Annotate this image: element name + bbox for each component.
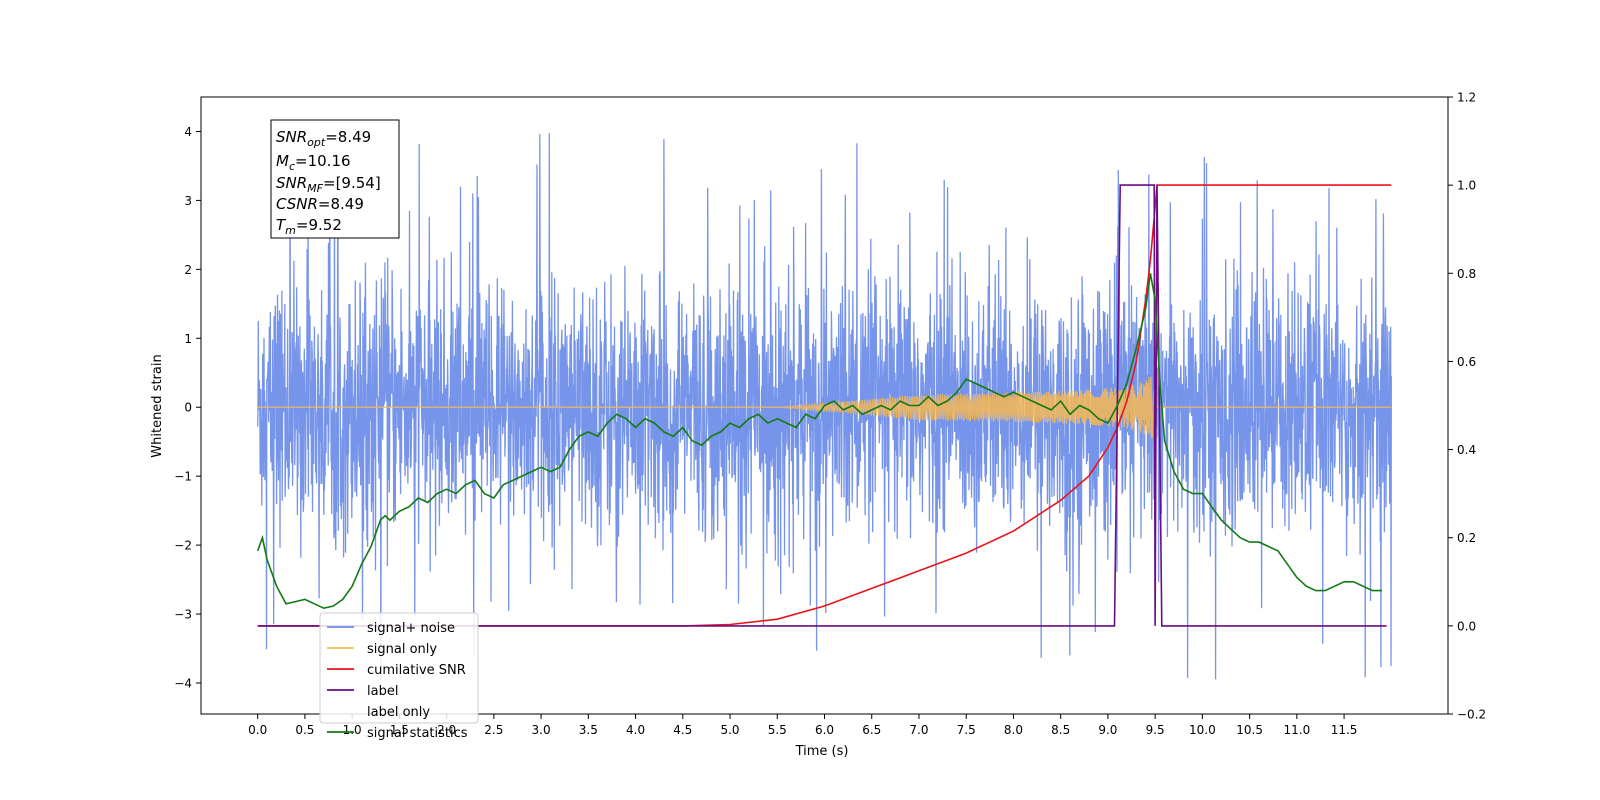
y2-tick-label: 0.6 xyxy=(1457,355,1476,369)
x-tick-label: 3.0 xyxy=(532,723,551,737)
series-label xyxy=(257,184,1387,627)
x-axis-label: Time (s) xyxy=(795,744,849,759)
x-tick-label: 1.0 xyxy=(343,723,362,737)
y-tick-label: 1 xyxy=(184,332,192,346)
annotation-csnr: CSNR=8.49 xyxy=(276,195,364,213)
y-tick-label: 0 xyxy=(184,401,192,415)
x-tick-label: 0.0 xyxy=(248,723,267,737)
x-tick-label: 11.5 xyxy=(1331,723,1358,737)
annotation-mc: Mc=10.16 xyxy=(276,152,351,173)
x-tick-label: 1.5 xyxy=(390,723,409,737)
y2-tick-label: 1.2 xyxy=(1457,91,1476,105)
x-tick-label: 10.0 xyxy=(1189,723,1216,737)
legend-label: label xyxy=(367,684,398,699)
legend-label: signal statistics xyxy=(367,726,468,741)
y2-tick-label: 0.8 xyxy=(1457,267,1476,281)
x-tick-label: 6.5 xyxy=(862,723,881,737)
y-tick-label: −2 xyxy=(174,539,192,553)
x-tick-label: 2.5 xyxy=(484,723,503,737)
annotation-box xyxy=(270,119,400,239)
x-tick-label: 9.0 xyxy=(1098,723,1117,737)
legend-label: signal only xyxy=(367,642,437,657)
x-tick-label: 6.0 xyxy=(815,723,834,737)
x-tick-label: 8.0 xyxy=(1004,723,1023,737)
x-tick-label: 4.5 xyxy=(673,723,692,737)
legend: signal+ noise signal only cumilative SNR la… xyxy=(319,612,479,741)
y-tick-label: −3 xyxy=(174,608,192,622)
x-tick-label: 9.5 xyxy=(1146,723,1165,737)
series-signal-only xyxy=(257,364,1392,449)
x-tick-label: 3.5 xyxy=(579,723,598,737)
x-tick-label: 7.0 xyxy=(909,723,928,737)
y2-tick-label: 0.2 xyxy=(1457,531,1476,545)
y-axis-label: Whitened strain xyxy=(150,354,165,457)
annotation-snr-opt: SNRopt=8.49 xyxy=(276,128,371,149)
series-signal-noise xyxy=(257,133,1392,681)
series-signal-statistics xyxy=(256,273,1382,610)
x-tick-label: 5.5 xyxy=(768,723,787,737)
y2-tick-label: −0.2 xyxy=(1457,708,1486,722)
y-axis-right: 1.2 1.0 0.8 0.6 0.4 0.2 0.0 −0.2 xyxy=(1448,91,1486,722)
stats-annotation: SNRopt=8.49 Mc=10.16 SNRMF=[9.54] CSNR=8… xyxy=(270,119,400,239)
y-tick-label: 2 xyxy=(184,263,192,277)
y2-tick-label: 1.0 xyxy=(1457,179,1476,193)
x-tick-label: 2.0 xyxy=(437,723,456,737)
x-tick-label: 0.5 xyxy=(295,723,314,737)
legend-label: label only xyxy=(367,705,430,720)
legend-label: cumilative SNR xyxy=(367,663,466,678)
x-tick-label: 8.5 xyxy=(1051,723,1070,737)
legend-label: signal+ noise xyxy=(367,621,455,636)
annotation-snr-mf: SNRMF=[9.54] xyxy=(276,174,381,195)
x-tick-label: 7.5 xyxy=(957,723,976,737)
y-tick-label: 3 xyxy=(184,194,192,208)
y2-tick-label: 0.0 xyxy=(1457,619,1476,633)
x-tick-label: 11.0 xyxy=(1283,723,1310,737)
y-tick-label: −1 xyxy=(174,470,192,484)
y-tick-label: 4 xyxy=(184,125,192,139)
annotation-tm: Tm=9.52 xyxy=(276,216,342,237)
y2-tick-label: 0.4 xyxy=(1457,443,1476,457)
y-axis-left: 4 3 2 1 0 −1 −2 −3 −4 xyxy=(174,125,201,690)
series-cumilative-snr xyxy=(257,184,1392,627)
legend-box xyxy=(319,612,479,724)
x-tick-label: 5.0 xyxy=(720,723,739,737)
x-tick-label: 4.0 xyxy=(626,723,645,737)
y-tick-label: −4 xyxy=(174,676,192,690)
x-tick-label: 10.5 xyxy=(1236,723,1263,737)
series-layer xyxy=(256,133,1392,681)
x-axis: 0.0 0.5 1.0 1.5 2.0 2.5 3.0 3.5 4.0 4.5 5.0 5.5 6.0 6… xyxy=(248,714,1357,737)
